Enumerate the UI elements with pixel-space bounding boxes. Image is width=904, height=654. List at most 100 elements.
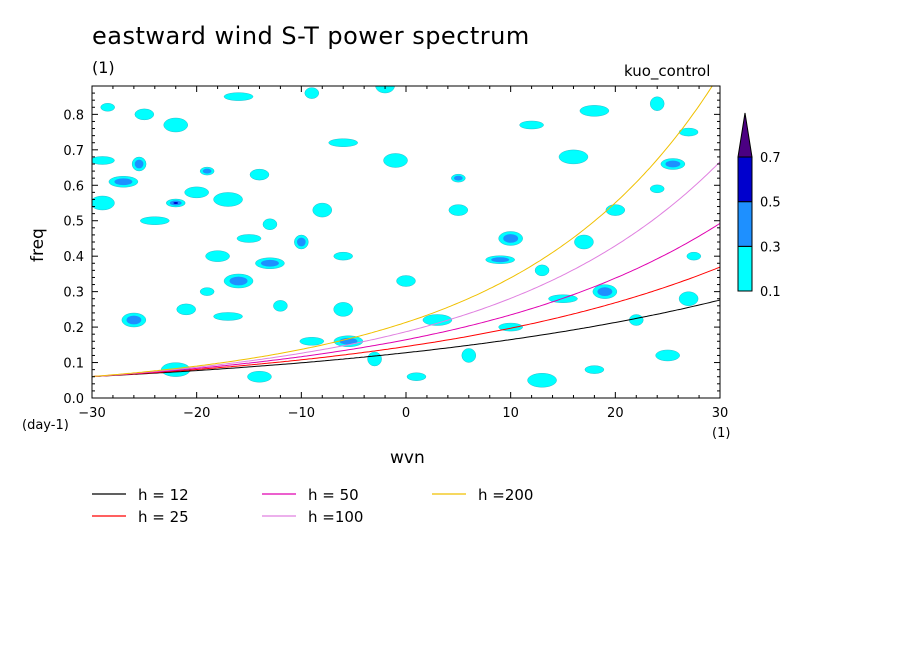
contour-blob (650, 184, 665, 194)
contour-blob (629, 314, 644, 326)
legend-label: h =100 (308, 508, 363, 526)
y-tick-label: 0.2 (63, 321, 84, 336)
legend-label: h = 12 (138, 486, 189, 504)
x-tick-label: 10 (502, 406, 519, 421)
dispersion-curve (92, 161, 720, 378)
colorbar-arrow (737, 112, 753, 158)
y-tick-label: 0.8 (63, 108, 84, 123)
contour-blob (406, 372, 427, 381)
contour-blob (491, 257, 510, 263)
colorbar-segment (737, 201, 753, 247)
y-tick-label: 0.6 (63, 179, 84, 194)
contour-blob (605, 204, 626, 216)
colorbar-segment (737, 156, 753, 203)
contour-blob (299, 337, 324, 346)
contour-blob (273, 300, 288, 312)
colorbar-segment (737, 245, 753, 292)
contour-blob (202, 168, 212, 174)
contour-blob (534, 264, 550, 277)
contour-blob (100, 103, 115, 112)
colorbar-label: 0.3 (760, 240, 781, 255)
contour-blob (236, 234, 262, 243)
contour-blob (184, 186, 209, 199)
contour-blob (213, 192, 243, 207)
y-tick-label: 0.4 (63, 250, 84, 265)
contour-blob (333, 302, 353, 317)
contour-blob (448, 204, 469, 216)
contour-blob (205, 250, 230, 262)
contour-blob (173, 202, 179, 204)
contour-blob (503, 234, 519, 243)
dispersion-curve (92, 222, 720, 378)
y-tick-label: 0.5 (63, 215, 84, 230)
y-tick-label: 0.3 (63, 286, 84, 301)
contour-blob (176, 303, 196, 316)
contour-blob (249, 168, 270, 181)
contour-blob (422, 314, 453, 326)
contour-blob (223, 92, 254, 101)
contour-blob (199, 287, 215, 296)
legend-label: h = 25 (138, 508, 189, 526)
contour-blob (375, 86, 395, 94)
contour-blob (126, 315, 142, 325)
contour-blob (655, 349, 680, 362)
x-axis-label: wvn (390, 448, 425, 468)
contour-blob (650, 96, 665, 111)
contour-layer (92, 86, 702, 388)
contour-blob (558, 149, 589, 165)
contour-blob (92, 195, 115, 211)
contour-blob (134, 159, 144, 169)
contour-blob (519, 120, 544, 130)
contour-blob (574, 234, 594, 250)
contour-blob (678, 291, 699, 306)
contour-blob (396, 275, 416, 287)
contour-blob (229, 276, 248, 286)
contour-blob (383, 153, 408, 168)
x-tick-label: 20 (607, 406, 624, 421)
contour-blob (686, 251, 702, 261)
plot-frame (91, 85, 721, 399)
x-tick-label: −10 (288, 406, 315, 421)
x-tick-label: −20 (183, 406, 210, 421)
chart-title: eastward wind S-T power spectrum (92, 22, 530, 50)
colorbar-label: 0.7 (760, 151, 781, 166)
contour-blob (296, 237, 306, 247)
legend-label: h =200 (478, 486, 533, 504)
contour-blob (304, 87, 319, 99)
x-tick-label: 30 (712, 406, 729, 421)
contour-blob (579, 105, 610, 117)
y-tick-label: 0.0 (63, 392, 84, 407)
contour-blob (665, 160, 681, 168)
legend-label: h = 50 (308, 486, 359, 504)
y-unit-label: (day-1) (22, 418, 69, 433)
experiment-label: kuo_control (624, 62, 711, 80)
contour-blob (262, 218, 278, 230)
dispersion-curve (92, 266, 720, 378)
colorbar-label: 0.1 (760, 285, 781, 300)
contour-blob (367, 351, 382, 367)
contour-blob (134, 108, 155, 121)
contour-blob (453, 175, 463, 181)
x-tick-label: 0 (402, 406, 410, 421)
dispersion-curve (92, 86, 713, 378)
y-tick-label: 0.7 (63, 144, 84, 159)
contour-blob (461, 348, 476, 363)
contour-blob (584, 365, 605, 374)
contour-blob (213, 312, 243, 321)
x-tick-label: −30 (78, 406, 105, 421)
contour-blob (527, 373, 557, 388)
contour-blob (247, 371, 272, 383)
y-tick-label: 0.1 (63, 357, 84, 372)
contour-blob (140, 216, 170, 225)
contour-blob (92, 156, 115, 165)
curve-layer (92, 86, 720, 378)
dispersion-curve (92, 299, 720, 378)
contour-blob (114, 178, 133, 186)
contour-blob (597, 287, 613, 296)
contour-blob (163, 117, 188, 133)
contour-blob (312, 202, 332, 218)
x-unit-label: (1) (712, 426, 731, 441)
chart-subtitle: (1) (92, 58, 115, 77)
contour-blob (328, 138, 358, 147)
colorbar-label: 0.5 (760, 196, 781, 211)
